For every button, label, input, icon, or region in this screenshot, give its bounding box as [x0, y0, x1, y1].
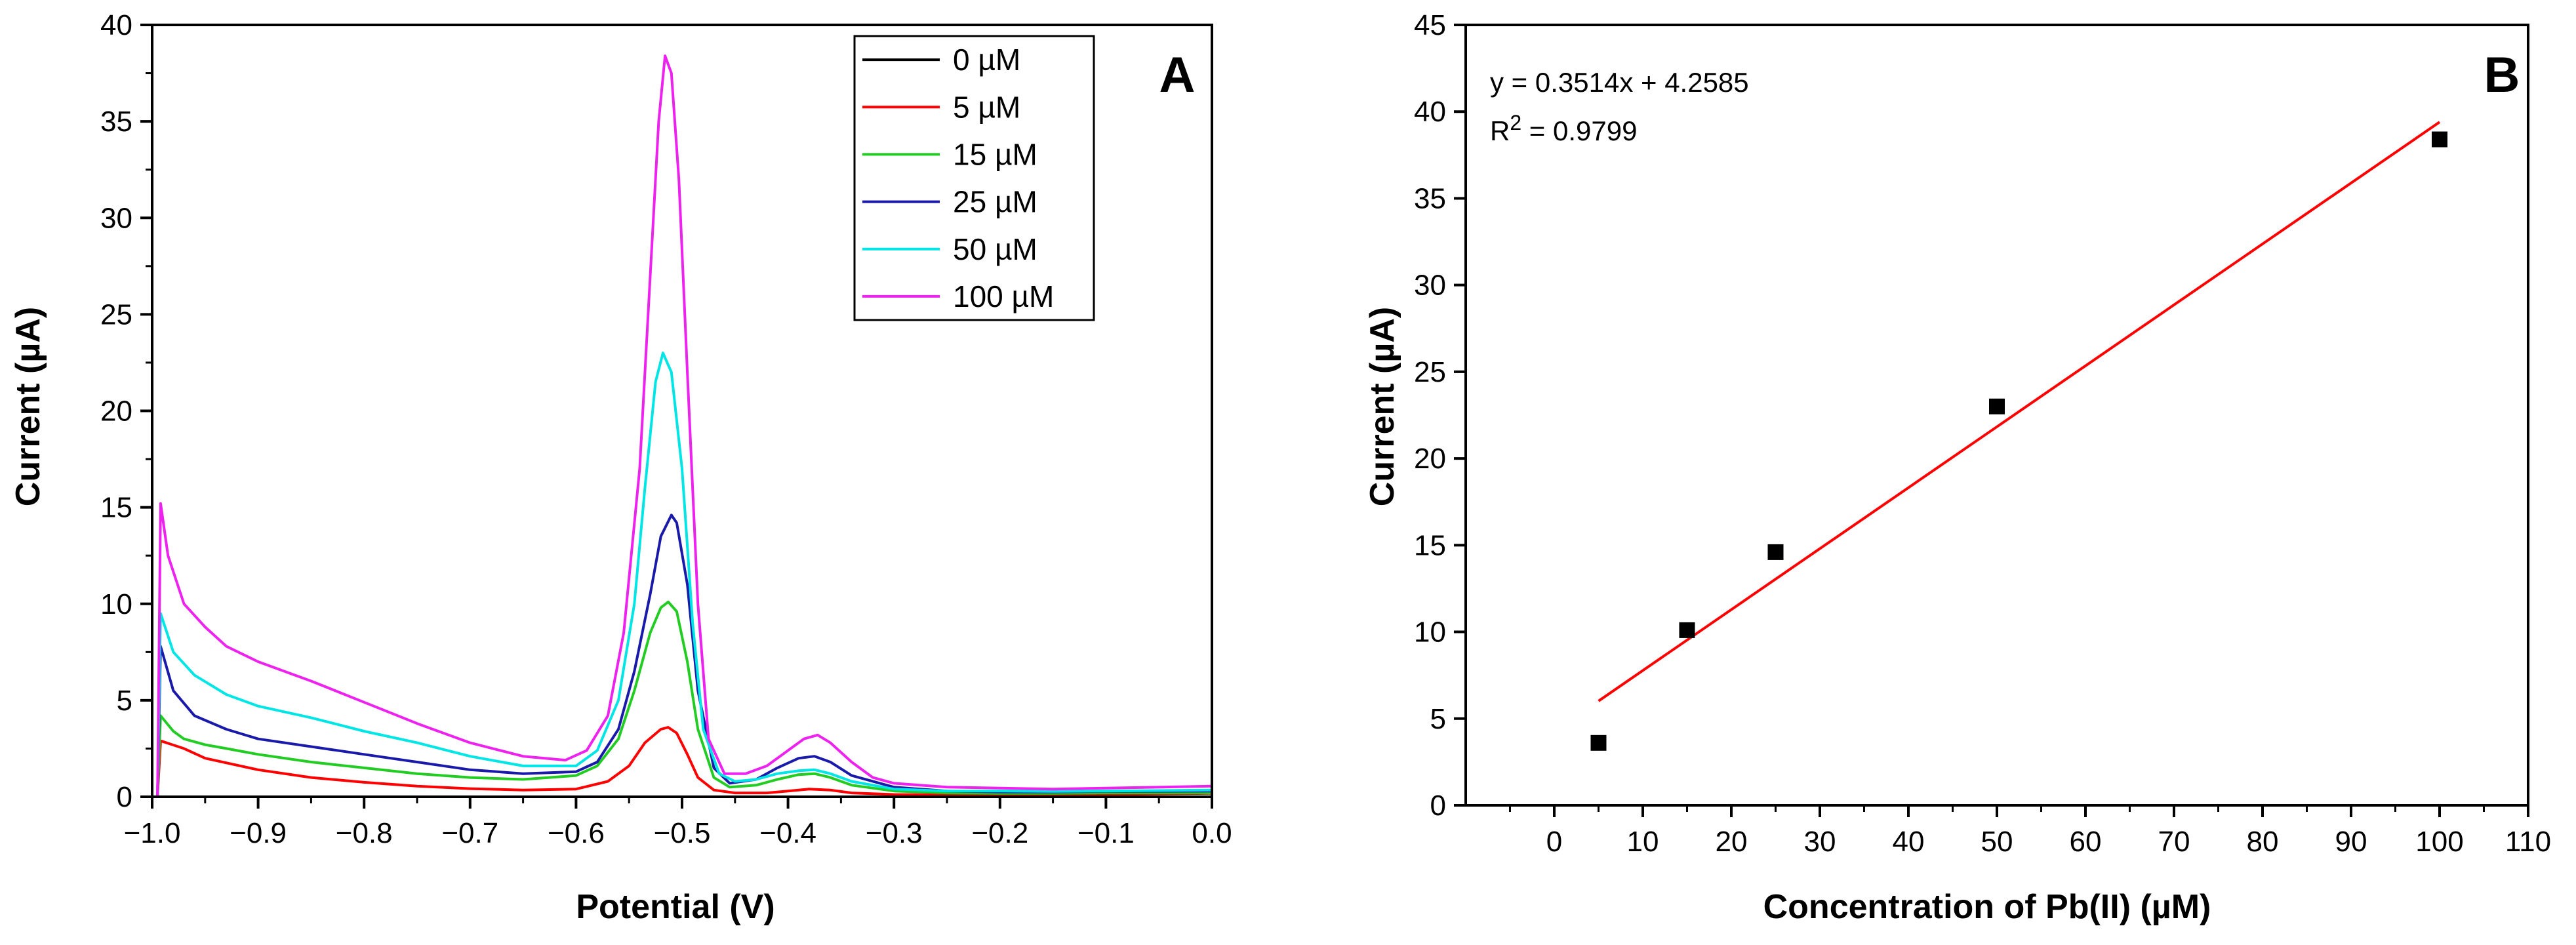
x-tick-label: −0.6: [548, 817, 605, 849]
y-tick-label: 35: [1414, 182, 1446, 214]
data-point: [1679, 622, 1695, 638]
legend-label: 100 µM: [953, 279, 1054, 313]
y-tick-label: 45: [1414, 9, 1446, 41]
x-tick-label: −0.2: [971, 817, 1028, 849]
y-tick-label: 10: [100, 588, 132, 620]
panel-a-y-axis-label: Current (µA): [9, 307, 47, 506]
y-tick-label: 20: [1414, 443, 1446, 475]
series-line-4: [156, 352, 1213, 797]
x-tick-label: −0.7: [441, 817, 498, 849]
x-tick-label: 80: [2247, 826, 2279, 858]
panel-b-chart: 0 10 20 30 40 50 60 70 80 90 100 110 0 5 10 15 20 25 30 35 4…: [1363, 9, 2551, 926]
x-tick-label: −0.9: [230, 817, 287, 849]
y-tick-label: 15: [1414, 529, 1446, 561]
x-tick-label: 100: [2415, 826, 2463, 858]
data-point: [1767, 544, 1784, 560]
y-tick-label: 40: [100, 9, 132, 41]
x-tick-label: −0.3: [866, 817, 923, 849]
y-tick-label: 30: [100, 202, 132, 234]
panel-b-letter: B: [2484, 47, 2520, 103]
series-line-3: [156, 513, 1213, 797]
panel-a-chart: −1.0 −0.9 −0.8 −0.7 −0.6 −0.5 −0.4 −0.3 −0.2 −0.1…: [9, 9, 1232, 926]
y-tick-label: 25: [1414, 356, 1446, 388]
series-line-1: [156, 726, 1213, 797]
x-tick-label: −0.4: [759, 817, 816, 849]
y-tick-label: 0: [1430, 790, 1446, 822]
panel-b-axis-ticks: 0 10 20 30 40 50 60 70 80 90 100 110 0 5 10 15 20 25 30 35 4…: [1414, 9, 2551, 858]
y-tick-label: 5: [1430, 703, 1446, 735]
legend-label: 25 µM: [953, 185, 1037, 219]
data-point: [2432, 131, 2447, 148]
y-tick-label: 15: [100, 492, 132, 524]
panel-a-letter: A: [1159, 47, 1196, 103]
panel-b-r-squared: R2 = 0.9799: [1490, 111, 1637, 146]
panel-b-fit-equation: y = 0.3514x + 4.2585: [1490, 67, 1749, 98]
y-tick-label: 35: [100, 106, 132, 138]
panel-b-y-axis-label: Current (µA): [1363, 307, 1401, 506]
data-point: [1590, 734, 1607, 751]
x-tick-label: 30: [1804, 826, 1836, 858]
legend-label: 50 µM: [953, 232, 1037, 266]
panel-b-r2-value: = 0.9799: [1521, 115, 1637, 146]
series-line-2: [156, 600, 1212, 797]
x-tick-label: 110: [2505, 826, 2551, 858]
series-line-5: [156, 54, 1213, 797]
data-point: [1989, 398, 2005, 414]
x-tick-label: 0: [1546, 826, 1562, 858]
x-tick-label: −0.1: [1077, 817, 1135, 849]
x-tick-label: 40: [1893, 826, 1925, 858]
x-tick-label: 10: [1627, 826, 1659, 858]
panel-b-r2-prefix: R: [1490, 115, 1510, 146]
x-tick-label: 0.0: [1192, 817, 1232, 849]
x-tick-label: 90: [2335, 826, 2367, 858]
legend-label: 15 µM: [953, 137, 1037, 171]
fit-line: [1598, 121, 2441, 702]
y-tick-label: 40: [1414, 96, 1446, 128]
legend-label: 5 µM: [953, 90, 1020, 124]
legend-label: 0 µM: [953, 43, 1020, 77]
y-tick-label: 20: [100, 395, 132, 428]
x-tick-label: 20: [1716, 826, 1748, 858]
x-tick-label: −0.5: [654, 817, 711, 849]
y-tick-label: 5: [117, 685, 132, 717]
panel-a-legend: 0 µM 5 µM 15 µM 25 µM 50 µM 100 µM: [853, 35, 1095, 321]
y-tick-label: 25: [100, 298, 132, 331]
y-tick-label: 30: [1414, 270, 1446, 302]
y-tick-label: 0: [117, 781, 132, 813]
legend-box: [853, 35, 1095, 321]
x-tick-label: −1.0: [124, 817, 181, 849]
x-tick-label: 60: [2070, 826, 2102, 858]
x-tick-label: 70: [2158, 826, 2190, 858]
panel-a-axis-ticks: −1.0 −0.9 −0.8 −0.7 −0.6 −0.5 −0.4 −0.3 −0.2 −0.1…: [100, 9, 1232, 849]
panel-b-x-axis-label: Concentration of Pb(II) (µM): [1763, 888, 2211, 926]
panel-b-r2-superscript: 2: [1510, 111, 1521, 134]
x-tick-label: 50: [1981, 826, 2013, 858]
x-tick-label: −0.8: [336, 817, 393, 849]
y-tick-label: 10: [1414, 616, 1446, 649]
panel-a-x-axis-label: Potential (V): [576, 888, 775, 926]
